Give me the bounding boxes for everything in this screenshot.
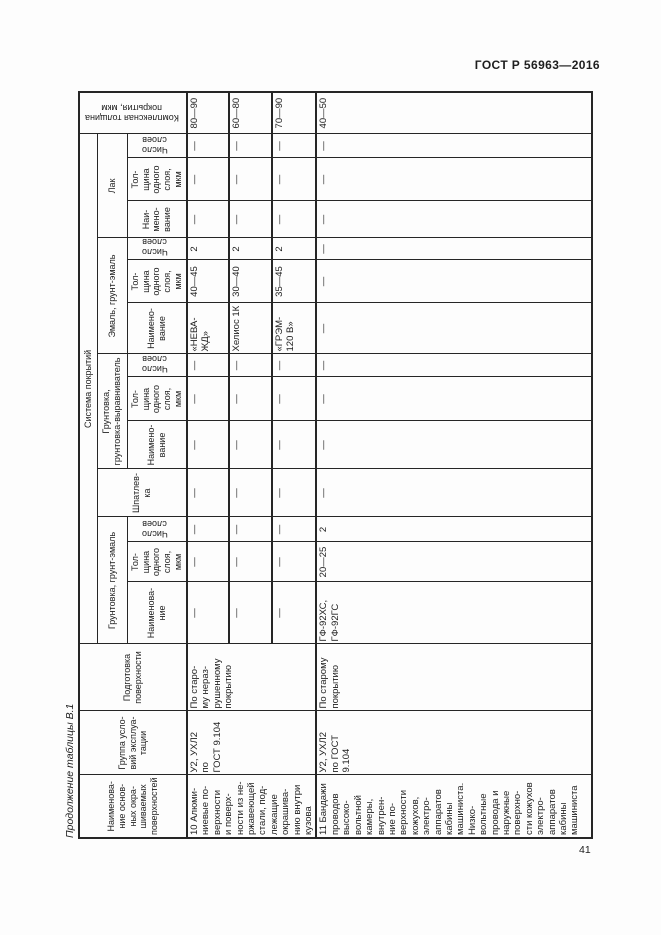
table-cell: — (271, 201, 317, 238)
header-putty: Шпатлев- ка (97, 469, 187, 517)
header-coating-system: Система покрытий (79, 133, 97, 644)
table-cell: — (229, 133, 272, 158)
table-cell: — (316, 133, 593, 158)
table-cell: 35—45 (271, 260, 317, 303)
table-cell: 30—40 (229, 260, 272, 303)
table-cell: — (229, 377, 272, 421)
cell-preparation-11: По старому покрытию (316, 644, 593, 711)
coating-systems-table: Наименова- ние основ- ных окра- шиваемых… (78, 90, 594, 839)
cell-enamel-name: «ГРЭМ- 120 В» (271, 303, 317, 354)
table-cell: — (229, 201, 272, 238)
header-leveler-group: Грунтовка, грунтовка-выравниватель (97, 354, 127, 469)
header-lacquer-name: Наи- мено- вание (127, 201, 187, 238)
table-cell: — (187, 517, 230, 542)
table-cell: 2 (187, 238, 230, 260)
header-lacquer-thickness: Тол- щина одного слоя, мкм (127, 158, 187, 201)
header-total-thickness: Комплексная толщина покрытия, мкм (79, 91, 187, 134)
table-cell: — (271, 421, 317, 469)
header-primer-name: Наименова- ние (127, 582, 187, 644)
header-enamel-name: Наимено- вание (127, 303, 187, 354)
table-cell: — (316, 469, 593, 517)
table-cell: — (187, 158, 230, 201)
header-primer-thickness: Тол- щина одного слоя, мкм (127, 542, 187, 582)
header-enamel-layers: Число слоев (127, 238, 187, 260)
header-lacquer-layers-label: Число слоев (142, 135, 169, 156)
table-caption: Продолжение таблицы В.1 (64, 703, 76, 838)
header-primer-group: Грунтовка, грунт-эмаль (97, 517, 127, 644)
table-cell: — (271, 469, 317, 517)
table-cell: — (316, 158, 593, 201)
cell-enamel-name: Хелиос 1К (229, 303, 272, 354)
header-enamel-layers-label: Число слоев (142, 238, 169, 258)
table-cell: — (271, 542, 317, 582)
standard-reference: ГОСТ Р 56963—2016 (474, 58, 600, 72)
table-cell: — (229, 158, 272, 201)
table-cell: — (187, 201, 230, 238)
header-leveler-name: Наимено- вание (127, 421, 187, 469)
table-cell: — (316, 421, 593, 469)
table-cell: — (229, 542, 272, 582)
table-cell: — (316, 354, 593, 377)
header-lacquer-layers: Число слоев (127, 133, 187, 158)
header-primer-layers-label: Число слоев (142, 519, 169, 540)
table-cell: — (271, 582, 317, 644)
table-cell: — (271, 377, 317, 421)
table-cell: 2 (271, 238, 317, 260)
header-leveler-layers-label: Число слоев (142, 354, 169, 375)
table-cell: — (316, 377, 593, 421)
header-surface-preparation: Подготовка поверхности (79, 644, 187, 711)
table-cell: — (187, 469, 230, 517)
cell-surface-name-10: 10 Алюми- ниевые по- верхности и поверх-… (187, 775, 317, 838)
cell-surface-name-11: 11 Бандажи проводов высоко- вольтной кам… (316, 775, 593, 838)
header-surface-name: Наименова- ние основ- ных окра- шиваемых… (79, 775, 187, 838)
table-cell: 2 (229, 238, 272, 260)
header-enamel-thickness: Тол- щина одного слоя, мкм (127, 260, 187, 303)
rotated-table-area: Продолжение таблицы В.1 Наименова- ние о… (64, 90, 594, 839)
table-cell: — (316, 303, 593, 354)
table-cell: — (271, 517, 317, 542)
table-cell: — (187, 421, 230, 469)
table-cell: 2 (316, 517, 593, 542)
table-cell: — (187, 582, 230, 644)
cell-preparation-10: По старо- му нераз- рушенному покрытию (187, 644, 317, 711)
header-leveler-thickness: Тол- щина одного слоя, мкм (127, 377, 187, 421)
table-cell: — (271, 133, 317, 158)
cell-primer-name: ГФ-92ХС, ГФ-92ГС (316, 582, 593, 644)
cell-conditions-11: У2, УХЛ2 по ГОСТ 9.104 (316, 711, 593, 775)
cell-conditions-10: У2, УХЛ2 по ГОСТ 9.104 (187, 711, 317, 775)
table-cell: — (229, 582, 272, 644)
table-cell: — (229, 517, 272, 542)
table-cell: 40—45 (187, 260, 230, 303)
header-service-conditions: Группа усло- вий эксплуа- тации (79, 711, 187, 775)
header-enamel-group: Эмаль, грунт-эмаль (97, 238, 127, 354)
table-cell: — (271, 354, 317, 377)
table-cell: — (316, 201, 593, 238)
header-primer-layers: Число слоев (127, 517, 187, 542)
header-total-thickness-label: Комплексная толщина покрытия, мкм (84, 103, 179, 124)
table-cell: — (229, 469, 272, 517)
table-cell: — (187, 377, 230, 421)
page-number: 41 (579, 844, 591, 856)
table-cell: — (187, 133, 230, 158)
table-cell: — (316, 238, 593, 260)
cell-total-thickness: 60—80 (229, 91, 272, 134)
cell-total-thickness: 70—90 (271, 91, 317, 134)
cell-total-thickness: 80—90 (187, 91, 230, 134)
table-cell: 20—25 (316, 542, 593, 582)
cell-enamel-name: «НЕВА- ЖД» (187, 303, 230, 354)
header-leveler-layers: Число слоев (127, 354, 187, 377)
table-cell: — (187, 354, 230, 377)
table-cell: — (229, 421, 272, 469)
table-cell: — (271, 158, 317, 201)
header-lacquer-group: Лак (97, 133, 127, 238)
table-cell: — (316, 260, 593, 303)
table-cell: — (187, 542, 230, 582)
table-cell: — (229, 354, 272, 377)
cell-total-thickness: 40—50 (316, 91, 593, 134)
